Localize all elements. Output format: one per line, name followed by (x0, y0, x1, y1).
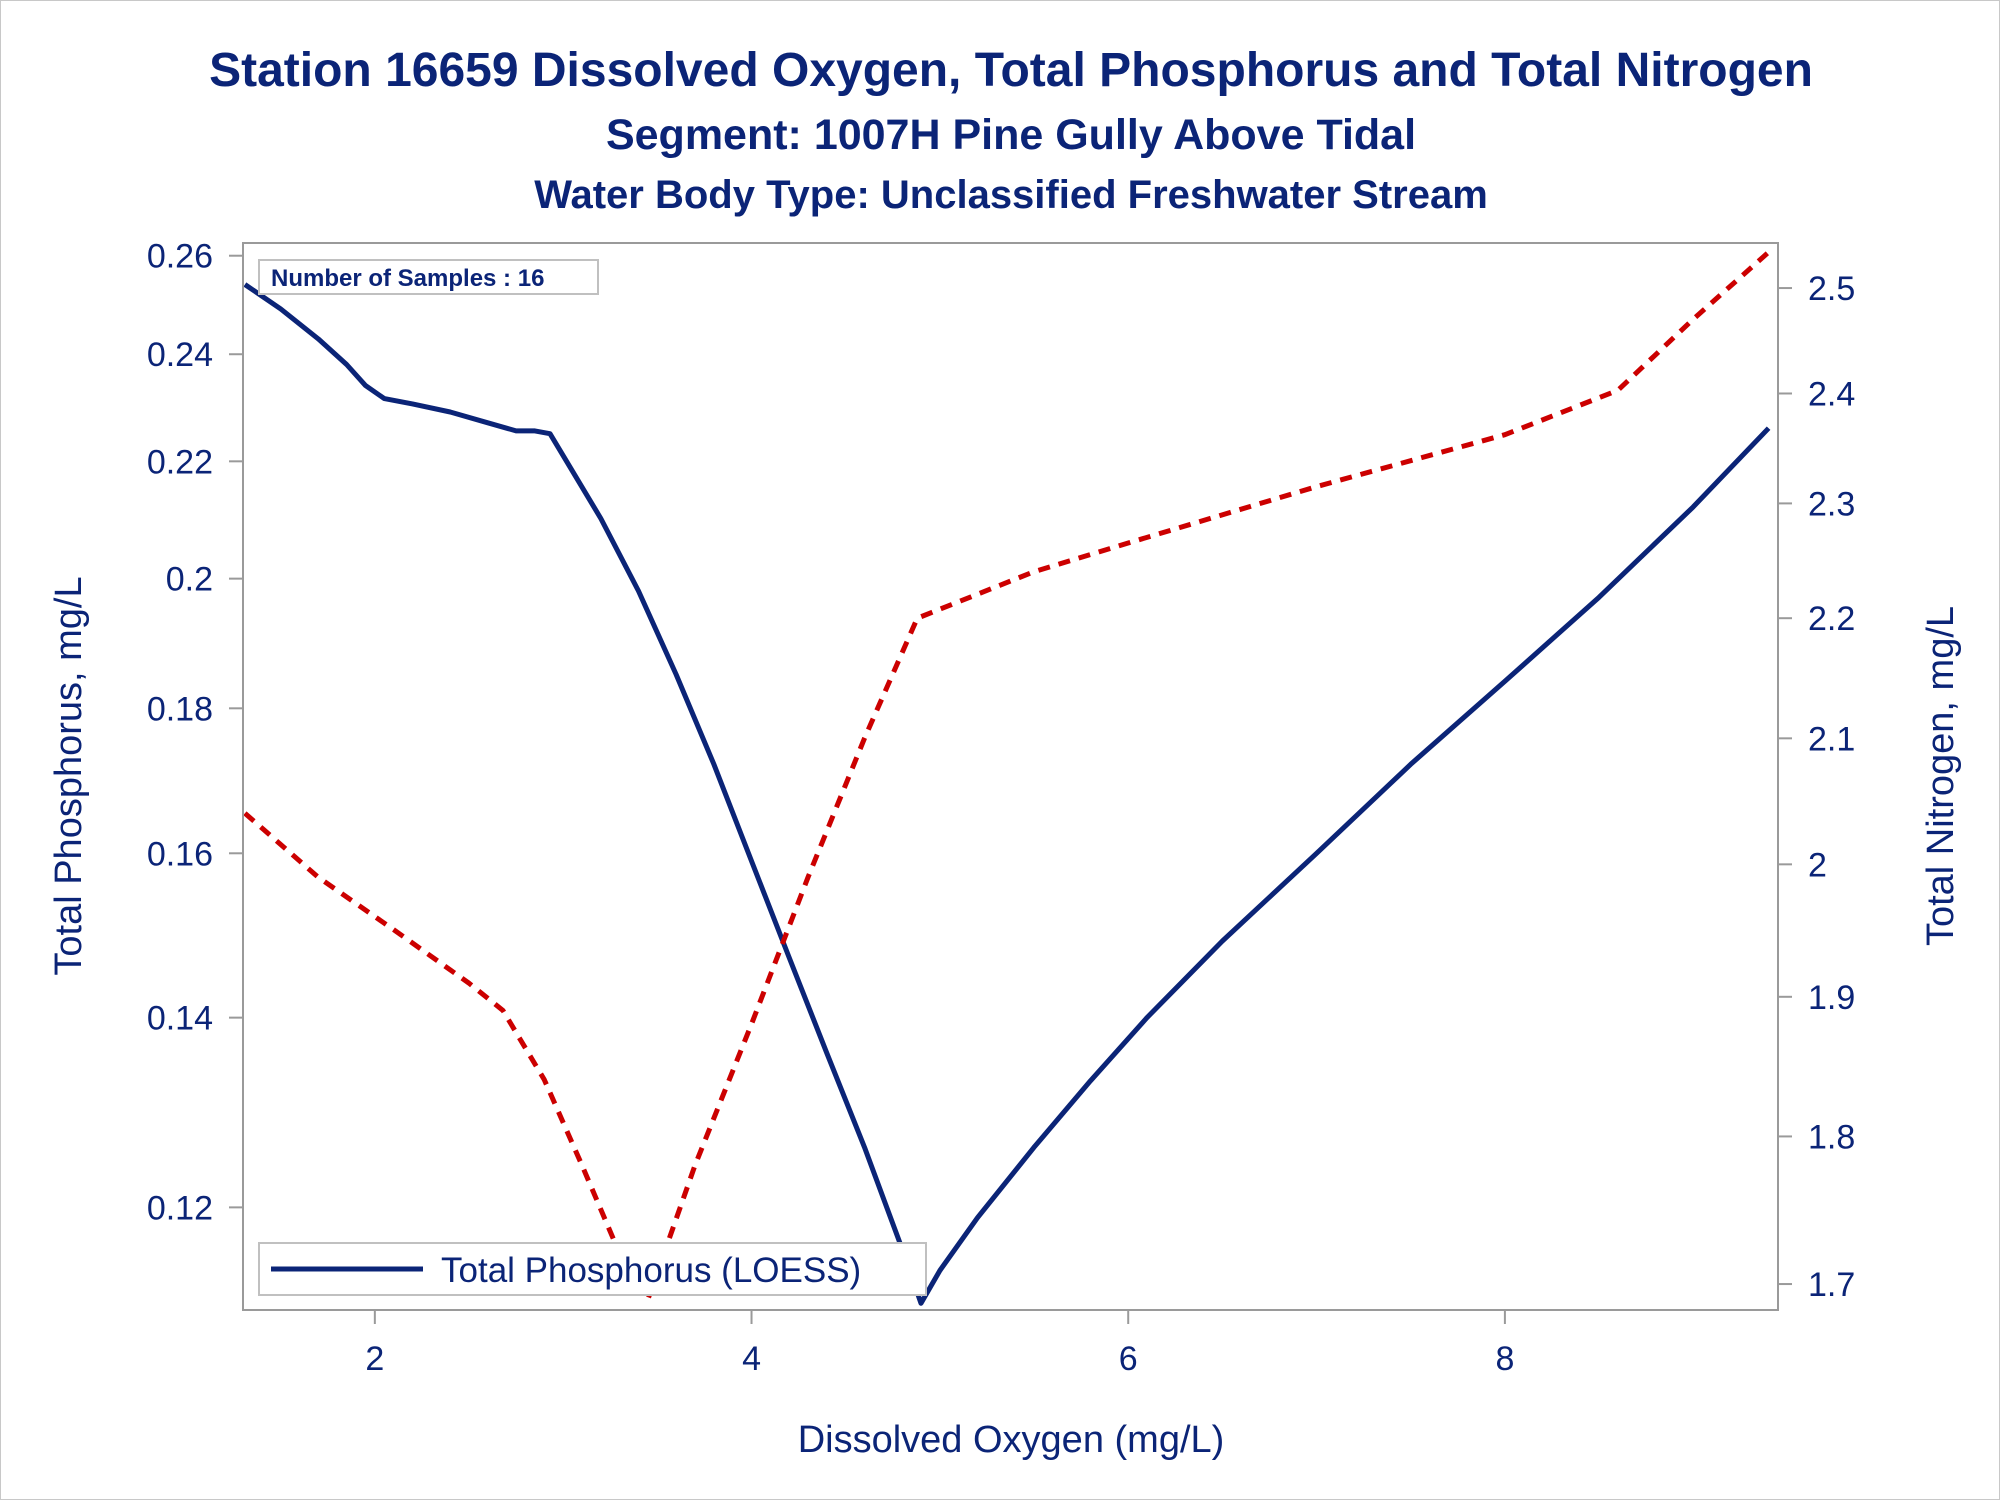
y-tick-label: 0.2 (166, 561, 213, 599)
y2-axis-label: Total Nitrogen, mg/L (1920, 606, 1962, 946)
y-axis-ticks: 0.12 0.14 0.16 0.18 0.2 0.22 0.24 0.26 (147, 238, 243, 1227)
y2-tick-label: 2.3 (1808, 485, 1855, 523)
x-axis-ticks: 2 4 6 8 (365, 1310, 1514, 1378)
series-line-total-phosphorus (243, 282, 1771, 1306)
plot-area-border (242, 242, 1779, 1311)
chart-subtitle: Segment: 1007H Pine Gully Above Tidal (606, 111, 1416, 159)
y2-axis-ticks: 1.7 1.8 1.9 2 2.1 2.2 2.3 2.4 2.5 (1778, 270, 1855, 1304)
y2-tick-label: 2.4 (1808, 375, 1855, 413)
x-tick-label: 6 (1119, 1340, 1138, 1378)
y2-tick-label: 2.1 (1808, 720, 1855, 758)
sample-count-label: Number of Samples : 16 (271, 265, 544, 292)
y-tick-label: 0.24 (147, 336, 213, 374)
y-tick-label: 0.16 (147, 835, 213, 873)
y-tick-label: 0.18 (147, 690, 213, 728)
y2-tick-label: 2.5 (1808, 270, 1855, 308)
x-tick-label: 4 (742, 1340, 761, 1378)
y-tick-label: 0.14 (147, 1000, 213, 1038)
chart-subtitle-2: Water Body Type: Unclassified Freshwater… (534, 173, 1488, 217)
y-tick-label: 0.26 (147, 238, 213, 276)
y-tick-label: 0.12 (147, 1189, 213, 1227)
x-tick-label: 2 (365, 1340, 384, 1378)
series-line-total-nitrogen (243, 250, 1771, 1302)
y2-tick-label: 1.8 (1808, 1118, 1855, 1156)
legend: Total Phosphorus (LOESS) (258, 1242, 927, 1296)
y2-tick-label: 1.9 (1808, 979, 1855, 1017)
x-axis-label: Dissolved Oxygen (mg/L) (798, 1419, 1225, 1461)
series-layer (243, 250, 1771, 1306)
sample-count-box (258, 259, 599, 295)
legend-label-phosphorus: Total Phosphorus (LOESS) (441, 1251, 861, 1290)
sample-count-inset: Number of Samples : 16 (258, 259, 599, 295)
chart-title: Station 16659 Dissolved Oxygen, Total Ph… (209, 44, 1813, 97)
y-tick-label: 0.22 (147, 443, 213, 481)
y2-tick-label: 1.7 (1808, 1266, 1855, 1304)
y2-tick-label: 2 (1808, 846, 1827, 884)
y2-tick-label: 2.2 (1808, 600, 1855, 638)
x-tick-label: 8 (1495, 1340, 1514, 1378)
y-axis-label: Total Phosphorus, mg/L (48, 576, 90, 975)
